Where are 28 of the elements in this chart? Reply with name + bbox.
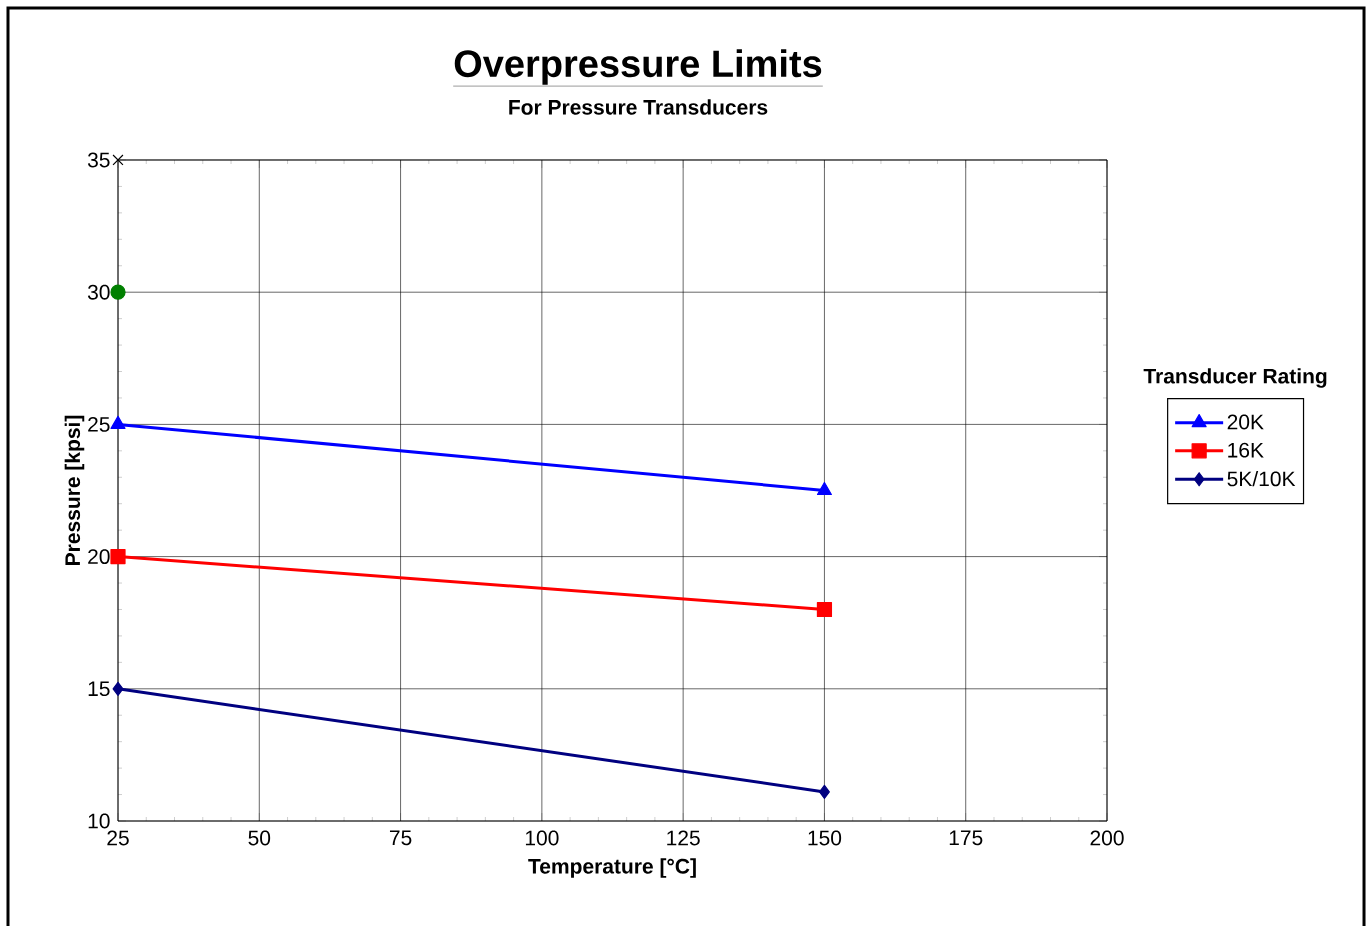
y-tick-label: 30 <box>87 284 110 300</box>
x-axis-title: Temperature [°C] <box>528 858 696 878</box>
y-tick-label: 15 <box>88 681 110 697</box>
x-tick-label: 125 <box>667 830 700 846</box>
legend-label: 16K <box>1228 442 1264 458</box>
x-tick-label: 200 <box>1090 830 1124 846</box>
legend-title: Transducer Rating <box>1143 368 1327 388</box>
x-tick-label: 75 <box>389 830 412 846</box>
x-tick-label: 100 <box>525 830 559 846</box>
y-tick-label: 35 <box>87 152 110 168</box>
x-tick-label: 150 <box>808 830 842 846</box>
y-tick-label: 10 <box>88 813 110 829</box>
chart-title: Overpressure Limits <box>454 49 822 85</box>
y-tick-label: 25 <box>88 416 110 432</box>
y-axis-title: Pressure [kpsi] <box>64 415 85 565</box>
chart-subtitle: For Pressure Transducers <box>509 99 768 115</box>
x-tick-label: 50 <box>248 830 271 846</box>
point <box>112 154 124 166</box>
legend-label: 20K <box>1227 414 1264 430</box>
y-tick-label: 20 <box>88 549 110 565</box>
x-tick-label: 175 <box>949 830 983 846</box>
point <box>112 681 124 696</box>
x-tick-label: 25 <box>107 830 129 846</box>
point <box>818 784 830 800</box>
point <box>110 284 126 300</box>
legend-label: 5K/10K <box>1227 470 1296 487</box>
point <box>110 549 126 565</box>
point <box>816 601 833 618</box>
